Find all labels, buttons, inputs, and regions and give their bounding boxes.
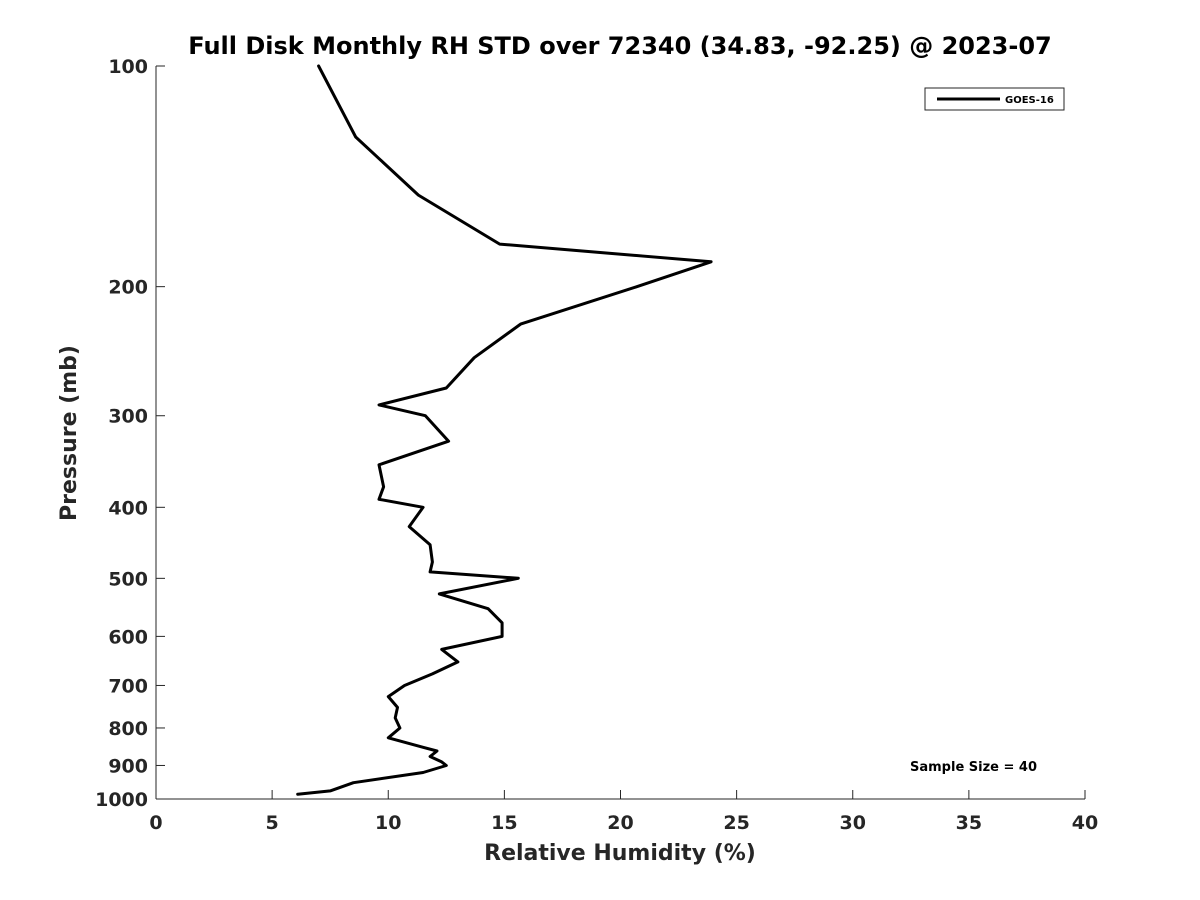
chart-title: Full Disk Monthly RH STD over 72340 (34.… xyxy=(188,32,1051,60)
y-tick-label: 1000 xyxy=(95,789,148,811)
y-tick-label: 300 xyxy=(108,406,148,428)
x-tick-label: 30 xyxy=(840,812,866,834)
y-tick-label: 600 xyxy=(108,626,148,648)
series-line-goes-16 xyxy=(296,64,713,796)
y-tick-label: 500 xyxy=(108,568,148,590)
x-tick-label: 5 xyxy=(266,812,279,834)
x-tick-label: 15 xyxy=(491,812,517,834)
x-tick-label: 25 xyxy=(723,812,749,834)
legend: GOES-16 xyxy=(924,87,1065,111)
y-tick-label: 200 xyxy=(108,277,148,299)
sample-size-annotation: Sample Size = 40 xyxy=(910,760,1037,775)
y-tick-label: 100 xyxy=(108,56,148,78)
x-tick-label: 35 xyxy=(956,812,982,834)
y-axis-label: Pressure (mb) xyxy=(57,345,82,521)
y-tick-label: 800 xyxy=(108,718,148,740)
x-tick-label: 40 xyxy=(1072,812,1098,834)
y-tick-label: 400 xyxy=(108,497,148,519)
x-tick-label: 10 xyxy=(375,812,401,834)
x-tick-label: 20 xyxy=(607,812,633,834)
x-axis-label: Relative Humidity (%) xyxy=(484,841,756,866)
x-tick-label: 0 xyxy=(149,812,162,834)
y-tick-label: 900 xyxy=(108,755,148,777)
legend-label: GOES-16 xyxy=(1005,95,1054,106)
y-tick-label: 700 xyxy=(108,675,148,697)
plot-axes xyxy=(155,66,1085,800)
